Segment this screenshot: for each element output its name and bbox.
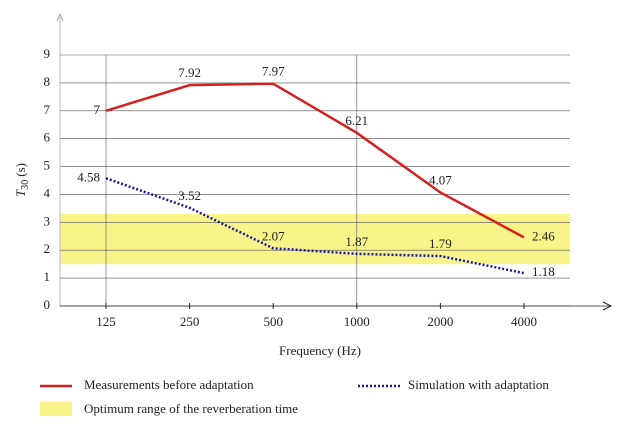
y-tick-label: 3 [44, 213, 51, 228]
y-label-subscript: 30 [20, 180, 31, 190]
series-line [105, 82, 525, 239]
x-tick-label: 125 [96, 314, 116, 329]
y-tick-label: 9 [44, 46, 51, 61]
legend-label: Measurements before adaptation [84, 377, 254, 392]
y-axis-label: T30 (s) [13, 163, 31, 197]
series-line [105, 177, 525, 275]
data-label: 1.87 [345, 234, 368, 249]
data-label: 1.79 [429, 236, 452, 251]
y-tick-label: 7 [44, 102, 51, 117]
y-label-symbol: T [13, 189, 28, 197]
y-axis-arrow [56, 12, 64, 22]
y-label-unit: (s) [13, 163, 28, 177]
legend-label: Simulation with adaptation [408, 377, 549, 392]
data-label: 4.07 [429, 172, 452, 187]
data-label: 7 [94, 102, 101, 117]
x-tick-label: 1000 [344, 314, 370, 329]
legend-label: Optimum range of the reverberation time [84, 401, 298, 416]
y-tick-label: 1 [44, 269, 51, 284]
y-tick-label: 5 [44, 158, 51, 173]
data-label: 3.52 [178, 188, 201, 203]
x-tick-label: 250 [180, 314, 200, 329]
data-label: 2.46 [532, 228, 555, 243]
legend-swatch [40, 402, 72, 416]
x-axis-arrow [602, 301, 613, 311]
y-tick-label: 0 [44, 297, 51, 312]
data-label: 7.97 [262, 64, 285, 79]
data-label: 6.21 [345, 113, 368, 128]
y-tick-label: 4 [44, 185, 51, 200]
data-label: 7.92 [178, 65, 201, 80]
x-tick-label: 500 [263, 314, 283, 329]
y-tick-label: 8 [44, 74, 51, 89]
data-label: 2.07 [262, 228, 285, 243]
y-tick-label: 2 [44, 241, 51, 256]
x-tick-label: 2000 [427, 314, 453, 329]
data-label: 1.18 [532, 264, 555, 279]
data-label: 4.58 [77, 169, 100, 184]
y-tick-label: 6 [44, 130, 51, 145]
x-tick-label: 4000 [511, 314, 537, 329]
x-axis-label: Frequency (Hz) [279, 343, 361, 358]
